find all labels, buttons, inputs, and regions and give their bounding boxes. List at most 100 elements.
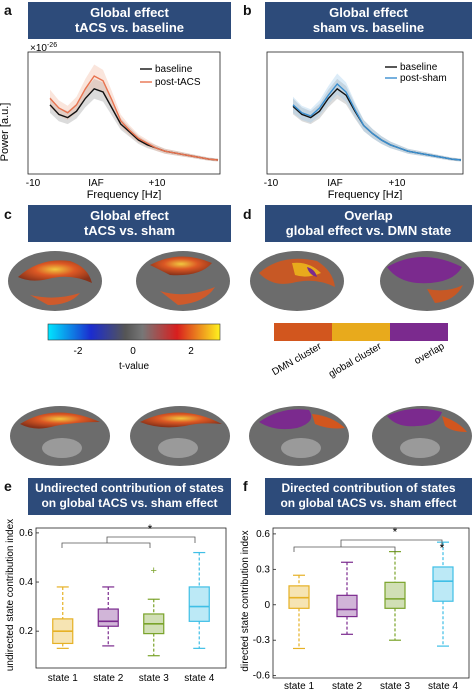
series-line-post-tACS (49, 75, 219, 161)
header-c-line2: tACS vs. sham (83, 223, 176, 238)
panel-f-state4-star: * (440, 541, 445, 555)
colorbar-gradient (47, 323, 221, 341)
panel-a-plot (49, 64, 219, 162)
legend-d: DMN cluster global cluster overlap (270, 323, 448, 380)
panel-label-f: f (243, 478, 248, 494)
panel-b-plot (292, 73, 462, 162)
legend-dmn-swatch (274, 323, 332, 341)
box-state-2 (336, 594, 358, 618)
panel-b-xtick-2: +10 (389, 178, 406, 189)
box-state-4 (188, 586, 210, 622)
header-e: Undirected contribution of states on glo… (28, 478, 231, 515)
colorbar-tick-neg2: -2 (74, 346, 83, 357)
category-label: state 2 (93, 673, 123, 684)
header-c: Global effect tACS vs. sham (28, 205, 231, 242)
panel-b-chart: -10 IAF +10 Frequency [Hz] baseline post… (264, 51, 464, 200)
ytick-label: -0.3 (253, 635, 271, 646)
ytick-label: 0.3 (256, 564, 270, 575)
legend-tacs-label: post-tACS (155, 77, 201, 88)
panel-b-xlabel: Frequency [Hz] (328, 189, 403, 200)
ytick-label: 0 (264, 600, 270, 611)
series-band-1 (50, 64, 218, 162)
series-band-0 (293, 78, 461, 162)
category-label: state 3 (380, 681, 410, 692)
panel-a-xtick-1: IAF (88, 178, 104, 189)
category-label: state 4 (428, 681, 458, 692)
colorbar-tick-2: 2 (188, 346, 194, 357)
brain-c-lateral-pair (8, 251, 230, 311)
panel-e-sig-star: * (148, 522, 153, 536)
header-e-line2: on global tACS vs. sham effect (41, 496, 218, 510)
header-d-line1: Overlap (344, 208, 393, 223)
header-d: Overlap global effect vs. DMN state (265, 205, 472, 242)
panel-b-axes (266, 51, 464, 175)
colorbar-label: t-value (119, 361, 149, 372)
header-b-line1: Global effect (329, 5, 408, 20)
panel-f-sig-star: * (393, 525, 398, 539)
header-b-line2: sham vs. baseline (312, 20, 425, 35)
ytick-label: 0.6 (256, 529, 270, 540)
panel-label-d: d (243, 206, 252, 222)
category-label: state 4 (184, 673, 214, 684)
panel-a-xtick-2: +10 (149, 178, 166, 189)
header-f-line2: on global tACS vs. sham effect (280, 496, 457, 510)
panel-e-plot: 0.2 0.4 0.6 state 1 state 2 + state 3 state 4 (19, 528, 215, 684)
header-a-line2: tACS vs. baseline (74, 20, 185, 35)
panel-b-xtick-0: -10 (264, 178, 279, 189)
box-state-4 (432, 566, 454, 602)
category-label: state 1 (284, 681, 314, 692)
series-band-0 (50, 78, 218, 162)
panel-b-xtick-1: IAF (327, 178, 343, 189)
header-a-line1: Global effect (90, 5, 169, 20)
brain-d-lateral-pair (250, 251, 474, 311)
ytick-label: -0.6 (253, 671, 271, 682)
box-state-2 (97, 608, 119, 627)
header-f: Directed contribution of states on globa… (265, 478, 472, 515)
ytick-label: 0.4 (19, 577, 33, 588)
panel-e-sig-bracket-left (61, 542, 151, 548)
legend-overlap-label: overlap (413, 341, 447, 367)
panel-a-exponent: ×10-26 (30, 42, 57, 54)
panel-f-sig-bracket-right (340, 539, 443, 547)
ytick-label: 0.2 (19, 626, 33, 637)
panel-f-ylabel: directed state contribution index (240, 530, 251, 671)
series-band-1 (293, 73, 461, 162)
category-label: state 1 (48, 673, 78, 684)
brain-c-medial-pair (10, 406, 230, 466)
legend-baseline-b-label: baseline (400, 62, 438, 73)
legend-overlap-swatch (390, 323, 448, 341)
header-c-line1: Global effect (90, 208, 169, 223)
legend-baseline-label: baseline (155, 64, 193, 75)
header-b: Global effect sham vs. baseline (265, 2, 472, 39)
panel-a-chart: ×10-26 Power [a.u.] -10 IAF +10 Frequenc… (0, 42, 221, 200)
panel-f-sig-bracket-left (293, 546, 396, 552)
panel-a-ylabel: Power [a.u.] (0, 103, 11, 162)
header-e-line1: Undirected contribution of states (35, 481, 224, 495)
header-d-line2: global effect vs. DMN state (285, 223, 452, 238)
panel-label-c: c (4, 206, 12, 222)
panel-f-axes (272, 527, 470, 679)
box-state-3 (384, 581, 406, 609)
panel-f-chart: directed state contribution index -0.6 -0… (240, 525, 470, 692)
legend-global-label: global cluster (327, 341, 384, 380)
panel-e-sig-bracket-right (106, 536, 196, 543)
series-line-baseline (292, 87, 462, 161)
panel-e-axes (35, 527, 227, 669)
panel-label-a: a (4, 2, 12, 18)
legend-dmn-label: DMN cluster (270, 341, 324, 378)
panel-f-plot: -0.6 -0.3 0 0.3 0.6 state 1 state 2 state 3 stat… (253, 529, 459, 692)
legend-global-swatch (332, 323, 390, 341)
header-a: Global effect tACS vs. baseline (28, 2, 231, 39)
panel-label-b: b (243, 2, 252, 18)
series-line-post-sham (292, 82, 462, 161)
panel-e-ylabel: undirected state contribution index (5, 519, 16, 671)
colorbar-c: -2 0 2 t-value (47, 323, 221, 372)
outlier-marker: + (151, 565, 157, 577)
brain-d-medial-pair (249, 406, 472, 466)
panel-a-axes (27, 51, 221, 175)
legend-sham-label: post-sham (400, 73, 447, 84)
header-f-line1: Directed contribution of states (281, 481, 456, 495)
colorbar-tick-0: 0 (130, 346, 136, 357)
ytick-label: 0.6 (19, 528, 33, 539)
panel-label-e: e (4, 478, 12, 494)
